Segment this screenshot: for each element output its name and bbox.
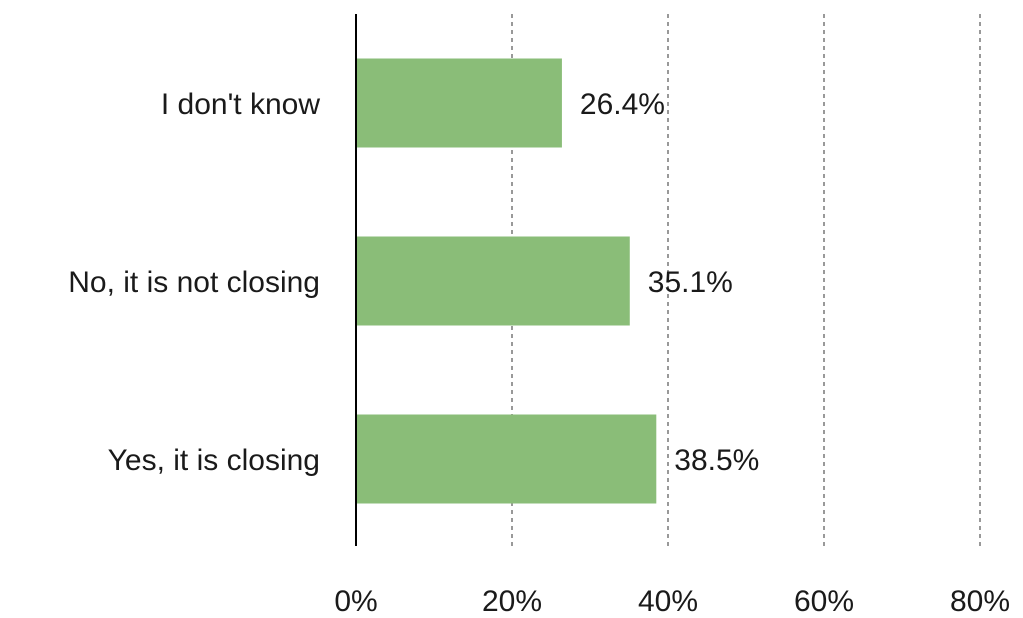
bar-0 xyxy=(356,58,562,148)
category-label-1: No, it is not closing xyxy=(68,266,320,299)
category-label-2: Yes, it is closing xyxy=(108,444,320,477)
bar-1 xyxy=(356,236,630,326)
value-label-1: 35.1% xyxy=(648,266,733,299)
value-label-0: 26.4% xyxy=(580,88,665,121)
bar-2 xyxy=(356,414,657,504)
x-tick-label-20: 20% xyxy=(482,585,542,613)
label-layer: 26.4% I don't know 35.1% No, it is not clos… xyxy=(68,88,759,477)
x-tick-label-60: 60% xyxy=(794,585,854,613)
x-tick-label-80: 80% xyxy=(950,585,1010,613)
x-tick-label-40: 40% xyxy=(638,585,698,613)
x-tick-label-0: 0% xyxy=(334,585,377,613)
value-label-2: 38.5% xyxy=(674,444,759,477)
category-label-0: I don't know xyxy=(161,88,320,121)
bar-layer xyxy=(356,58,657,504)
